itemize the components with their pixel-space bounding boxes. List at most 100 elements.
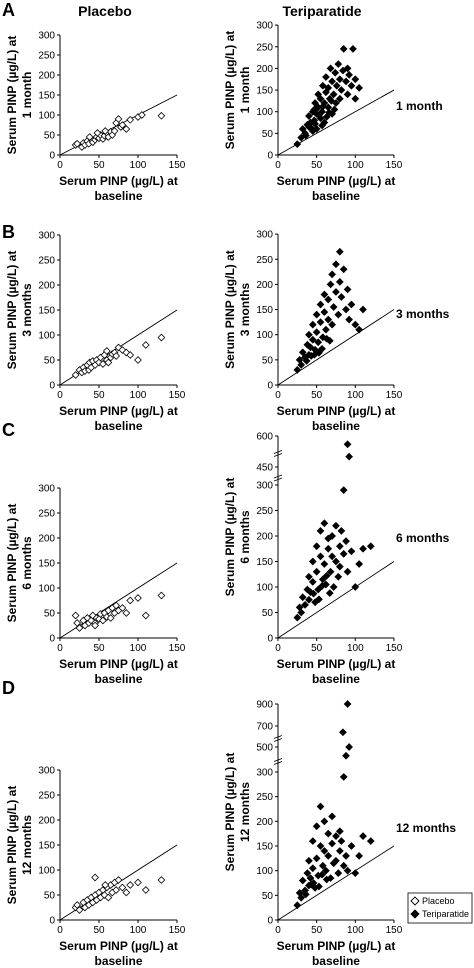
placebo-point <box>100 891 109 899</box>
placebo-point <box>102 347 111 355</box>
teriparatide-point <box>312 854 321 863</box>
x-tick-label: 50 <box>311 390 323 401</box>
teriparatide-point <box>343 64 352 73</box>
x-tick-label: 50 <box>93 390 105 401</box>
teriparatide-point <box>308 864 317 873</box>
placebo-point <box>88 611 97 620</box>
teriparatide-point <box>322 571 331 580</box>
teriparatide-point <box>308 335 317 344</box>
timepoint-label-1-month: 1 month <box>396 99 443 113</box>
teriparatide-point <box>320 817 329 826</box>
y-tick-label: 300 <box>38 231 55 242</box>
teriparatide-point <box>343 700 352 708</box>
teriparatide-point <box>318 102 327 111</box>
teriparatide-point <box>347 547 356 556</box>
teriparatide-point <box>320 560 329 568</box>
axis-break-mark <box>273 758 283 762</box>
teriparatide-point <box>342 751 350 760</box>
teriparatide-point <box>351 94 360 103</box>
scatter-panel-a-teriparatide: 0 50 100 150 200 250 300 0 50 100 150 Serum PINP (µ… <box>223 21 403 203</box>
x-axis-label: baseline <box>312 672 360 686</box>
placebo-point <box>157 876 166 884</box>
teriparatide-point <box>345 452 353 461</box>
scatter-panel-c-teriparatide: 0 50 100 150 200 250 300 450 600 0 50 100 150 Serum P… <box>223 432 403 687</box>
placebo-point <box>91 621 99 630</box>
teriparatide-point <box>334 572 343 581</box>
y-tick-label: 200 <box>256 532 273 543</box>
placebo-point <box>114 115 123 123</box>
x-axis-label: Serum PINP (µg/L) at <box>59 174 178 188</box>
y-tick-label: 100 <box>256 330 273 341</box>
x-tick-label: 100 <box>130 160 147 171</box>
y-tick-label: 100 <box>256 583 273 594</box>
placebo-point <box>122 609 131 617</box>
y-tick-label: 50 <box>262 891 274 902</box>
teriparatide-point <box>339 861 348 870</box>
teriparatide-point <box>339 728 347 737</box>
y-tick-label: 100 <box>256 107 273 118</box>
teriparatide-point <box>312 567 321 576</box>
scatter-panel-a-placebo: 0 50 100 150 200 250 300 0 50 100 150 Serum PINP (µ… <box>5 31 186 204</box>
y-tick-label: 250 <box>38 509 55 520</box>
y-tick-label: 300 <box>256 481 273 492</box>
teriparatide-point <box>305 112 313 120</box>
teriparatide-point <box>355 325 364 334</box>
teriparatide-point <box>297 893 306 902</box>
teriparatide-point <box>345 71 353 79</box>
teriparatide-point <box>293 613 302 622</box>
teriparatide-point <box>306 874 315 882</box>
y-tick-label: 150 <box>256 842 273 853</box>
teriparatide-point <box>335 847 344 855</box>
teriparatide-point <box>298 876 307 885</box>
teriparatide-point <box>326 874 335 882</box>
teriparatide-point <box>342 852 350 860</box>
x-tick-label: 150 <box>386 925 403 936</box>
teriparatide-point <box>325 336 334 345</box>
y-tick-label: 250 <box>256 255 273 266</box>
y-tick-label: 250 <box>256 506 273 517</box>
teriparatide-point <box>322 325 330 334</box>
teriparatide-point <box>339 45 348 53</box>
teriparatide-point <box>327 97 336 105</box>
placebo-point <box>126 351 135 359</box>
teriparatide-point <box>337 86 346 94</box>
teriparatide-point <box>315 882 323 891</box>
x-tick-label: 0 <box>57 643 63 654</box>
teriparatide-point <box>298 348 307 357</box>
teriparatide-point <box>318 870 326 879</box>
teriparatide-point <box>297 361 306 369</box>
panel-letter-d: D <box>2 678 15 698</box>
x-tick-label: 150 <box>169 390 186 401</box>
legend-placebo-marker <box>410 896 420 906</box>
teriparatide-point <box>293 366 302 374</box>
column-header-placebo: Placebo <box>78 3 132 19</box>
y-tick-label: 200 <box>38 534 55 545</box>
x-tick-label: 50 <box>93 925 105 936</box>
placebo-point <box>126 596 135 605</box>
placebo-point <box>73 901 82 909</box>
column-header-teriparatide: Teriparatide <box>282 3 361 19</box>
x-axis-label: Serum PINP (µg/L) at <box>59 404 178 418</box>
placebo-point <box>157 111 166 120</box>
axis-break-mark <box>273 735 283 739</box>
y-axis-label: 12 months <box>20 815 34 875</box>
axis-break-mark <box>273 453 283 457</box>
x-tick-label: 50 <box>311 925 323 936</box>
teriparatide-point <box>329 90 338 99</box>
teriparatide-point <box>355 84 364 92</box>
placebo-point <box>138 111 146 119</box>
teriparatide-point <box>347 300 356 309</box>
x-axis-label: Serum PINP (µg/L) at <box>59 939 178 953</box>
placebo-point <box>71 371 80 379</box>
placebo-point <box>134 594 142 602</box>
placebo-point <box>122 125 131 133</box>
x-tick-label: 150 <box>386 390 403 401</box>
y-tick-label: 600 <box>256 432 273 443</box>
teriparatide-point <box>324 315 333 324</box>
teriparatide-point <box>316 300 325 309</box>
timepoint-label-6-months: 6 months <box>396 531 450 545</box>
teriparatide-point <box>311 99 319 107</box>
teriparatide-point <box>318 575 327 584</box>
x-tick-label: 150 <box>169 643 186 654</box>
